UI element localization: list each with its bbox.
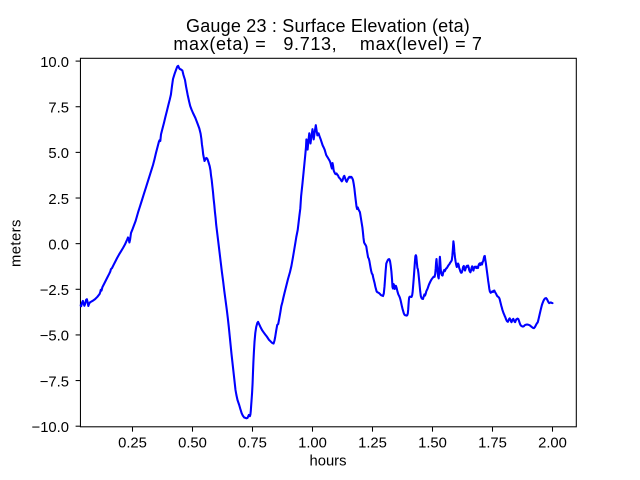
svg-text:2.5: 2.5 xyxy=(48,192,69,208)
svg-text:1.50: 1.50 xyxy=(418,436,447,452)
svg-text:−5.0: −5.0 xyxy=(40,329,69,345)
svg-text:−7.5: −7.5 xyxy=(40,374,69,390)
svg-text:1.75: 1.75 xyxy=(478,436,507,452)
svg-text:0.50: 0.50 xyxy=(178,436,207,452)
svg-text:−2.5: −2.5 xyxy=(40,283,69,299)
svg-text:10.0: 10.0 xyxy=(40,55,69,71)
svg-text:7.5: 7.5 xyxy=(48,101,69,117)
svg-text:0.0: 0.0 xyxy=(48,237,69,253)
svg-text:1.00: 1.00 xyxy=(298,436,327,452)
svg-text:0.25: 0.25 xyxy=(118,436,147,452)
svg-text:meters: meters xyxy=(9,219,25,267)
svg-text:Gauge 23 : Surface Elevation (: Gauge 23 : Surface Elevation (eta) xyxy=(186,16,470,36)
svg-text:2.00: 2.00 xyxy=(538,436,567,452)
svg-text:−10.0: −10.0 xyxy=(32,420,69,436)
svg-text:1.25: 1.25 xyxy=(358,436,387,452)
svg-text:hours: hours xyxy=(309,454,346,470)
svg-text:max(eta) = 9.713, max(lev: max(eta) = 9.713, max(level) = 7 xyxy=(173,34,482,54)
svg-text:0.75: 0.75 xyxy=(238,436,267,452)
svg-text:5.0: 5.0 xyxy=(48,146,69,162)
